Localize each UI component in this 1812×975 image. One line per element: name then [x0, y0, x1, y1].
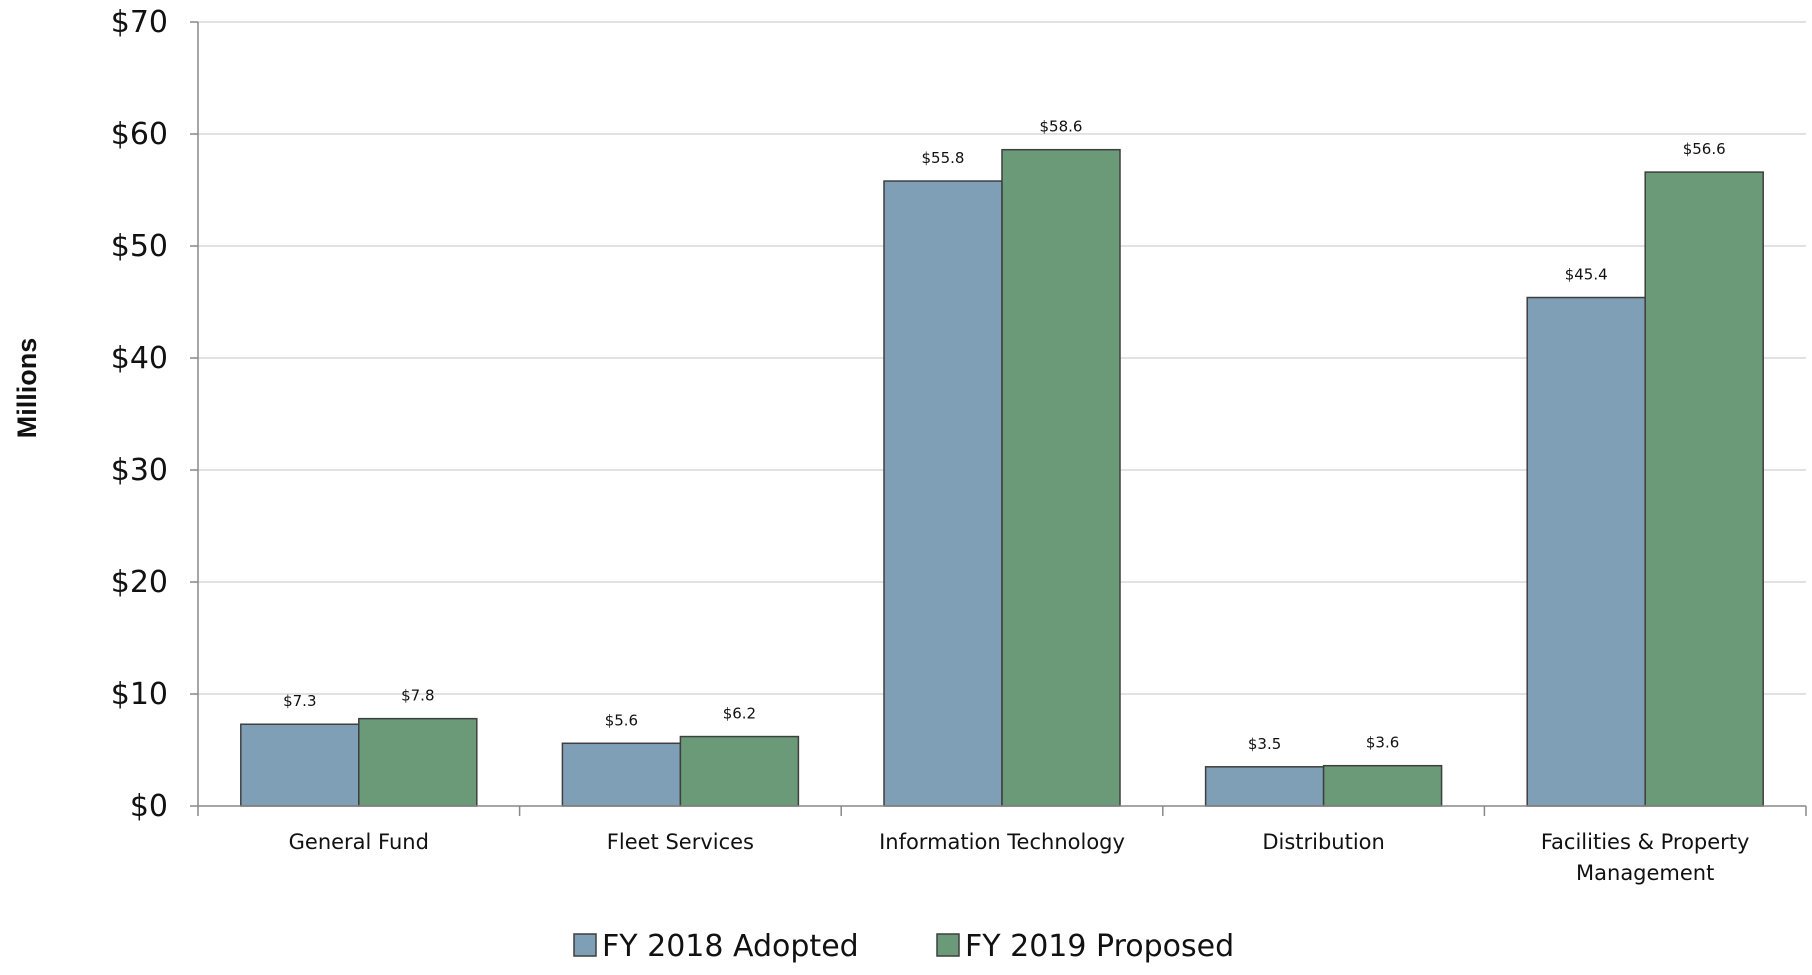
y-tick-label: $50 — [111, 229, 168, 264]
data-label: $55.8 — [922, 149, 965, 167]
x-tick-label: Facilities & Property — [1541, 830, 1750, 854]
y-tick-label: $60 — [111, 117, 168, 152]
x-tick-label: Information Technology — [879, 830, 1125, 854]
legend-swatch — [936, 933, 960, 957]
bar — [561, 742, 682, 807]
bars — [240, 148, 1764, 807]
legend-swatch — [573, 933, 597, 957]
bar — [240, 723, 360, 807]
y-tick-label: $70 — [111, 5, 168, 40]
x-tick-labels: General Fund Fleet Services Information Te… — [289, 830, 1750, 885]
bar — [679, 735, 800, 807]
x-tick-label: Management — [1576, 861, 1714, 885]
data-label: $7.3 — [283, 692, 316, 710]
data-label: $7.8 — [401, 687, 434, 705]
data-label: $56.6 — [1683, 140, 1726, 158]
legend-label: FY 2018 Adopted — [602, 929, 859, 964]
bar — [1001, 148, 1121, 807]
bar — [1322, 764, 1443, 807]
y-tick-label: $0 — [130, 789, 168, 824]
y-tick-labels: $0 $10 $20 $30 $40 $50 $60 $70 — [111, 5, 168, 824]
y-tick-label: $10 — [111, 677, 168, 712]
bar — [883, 180, 1003, 807]
x-tick-label: Distribution — [1262, 830, 1385, 854]
bar — [358, 717, 478, 807]
legend-label: FY 2019 Proposed — [965, 929, 1234, 964]
x-tick-label: Fleet Services — [607, 830, 754, 854]
y-axis-label: Millions — [12, 338, 42, 439]
data-label: $45.4 — [1565, 266, 1608, 284]
bar — [1526, 296, 1646, 807]
y-tick-label: $30 — [111, 453, 168, 488]
data-label: $5.6 — [605, 711, 638, 729]
x-tick-label: General Fund — [289, 830, 429, 854]
data-label: $3.6 — [1366, 734, 1399, 752]
bar — [1204, 766, 1325, 807]
y-tick-label: $20 — [111, 565, 168, 600]
axes — [190, 21, 1807, 816]
data-label: $58.6 — [1040, 118, 1083, 136]
y-tick-label: $40 — [111, 341, 168, 376]
bar — [1644, 171, 1764, 807]
data-labels: $7.3 $7.8 $5.6 $6.2 $55.8 $58.6 $3.5 $3.6 $45.4 $… — [283, 118, 1726, 753]
legend: FY 2018 Adopted FY 2019 Proposed — [573, 929, 1234, 964]
data-label: $3.5 — [1248, 735, 1281, 753]
data-label: $6.2 — [723, 705, 756, 723]
